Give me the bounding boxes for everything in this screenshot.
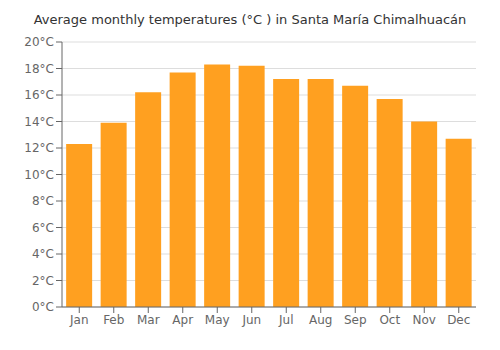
svg-text:Jun: Jun	[241, 313, 261, 327]
svg-text:Nov: Nov	[413, 313, 436, 327]
svg-text:May: May	[205, 313, 230, 327]
svg-text:4°C: 4°C	[32, 247, 54, 261]
svg-text:8°C: 8°C	[32, 194, 54, 208]
svg-text:14°C: 14°C	[24, 115, 54, 129]
svg-text:Feb: Feb	[103, 313, 124, 327]
svg-text:10°C: 10°C	[24, 168, 54, 182]
svg-text:20°C: 20°C	[24, 35, 54, 49]
svg-text:Dec: Dec	[447, 313, 470, 327]
svg-text:Apr: Apr	[172, 313, 193, 327]
svg-text:12°C: 12°C	[24, 141, 54, 155]
svg-text:18°C: 18°C	[24, 62, 54, 76]
html-text:Average monthly temperatures (: Average monthly temperatures (°C ) in Sa…	[33, 12, 467, 27]
svg-text:0°C: 0°C	[32, 300, 54, 314]
svg-text:2°C: 2°C	[32, 274, 54, 288]
svg-text:Sep: Sep	[344, 313, 367, 327]
svg-text:Aug: Aug	[309, 313, 332, 327]
svg-text:Oct: Oct	[379, 313, 400, 327]
svg-text:16°C: 16°C	[24, 88, 54, 102]
svg-text:Jan: Jan	[69, 313, 89, 327]
svg-text:6°C: 6°C	[32, 221, 54, 235]
svg-text:Mar: Mar	[137, 313, 160, 327]
svg-text:Jul: Jul	[278, 313, 293, 327]
